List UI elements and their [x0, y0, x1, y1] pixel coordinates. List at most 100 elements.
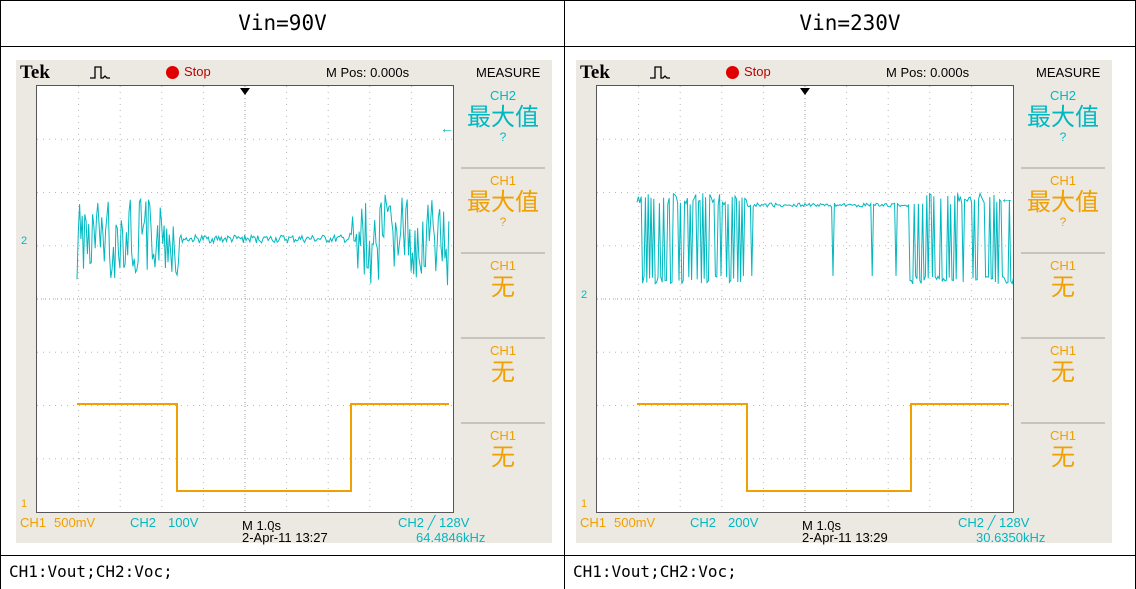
- measure-value: ?: [499, 130, 507, 144]
- ch1-label: CH1: [20, 515, 47, 530]
- waveform-svg: [597, 86, 1031, 512]
- measure-channel: CH1: [489, 343, 516, 358]
- measure-value: ?: [1059, 215, 1067, 229]
- menu-title: MEASURE: [476, 65, 541, 80]
- measure-separator: [461, 422, 545, 424]
- horizontal-position: M Pos: 0.000s: [326, 65, 410, 80]
- ch2-label: CH2: [130, 515, 157, 530]
- measure-separator: [461, 337, 545, 339]
- measure-type: 最大值: [467, 103, 539, 131]
- trigger-position-icon: [240, 88, 250, 95]
- measure-value: ?: [1059, 130, 1067, 144]
- measure-separator: [1021, 337, 1105, 339]
- measure-type: 最大值: [1027, 188, 1099, 216]
- trigger-level-icon: ←: [440, 120, 454, 136]
- measure-type: 最大值: [467, 188, 539, 216]
- measure-separator: [461, 252, 545, 254]
- measure-slot[interactable]: CH1 无: [1017, 258, 1109, 302]
- menu-title: MEASURE: [1036, 65, 1101, 80]
- measure-slot[interactable]: CH1 最大值?: [457, 173, 549, 229]
- oscilloscope-left: Tek Stop M Pos: 0.000s MEASURE 2 1 ← CH2 最大值? CH1…: [16, 60, 552, 545]
- trigger-frequency: 64.4846kHz: [416, 530, 486, 545]
- table-border-left: [0, 0, 1, 589]
- measure-separator: [1021, 422, 1105, 424]
- tek-logo: Tek: [580, 62, 610, 83]
- measure-channel: CH1: [489, 428, 516, 443]
- measure-slot[interactable]: CH2 最大值?: [1017, 88, 1109, 144]
- measure-menu: CH2 最大值? CH1 最大值? CH1 无 CH1 无 CH1 无: [1017, 85, 1109, 513]
- timebase: M 1.0ฺs: [802, 518, 842, 533]
- caption-right: CH1:Vout;CH2:Voc;: [573, 562, 737, 581]
- measure-type: 无: [1051, 443, 1075, 471]
- measure-slot[interactable]: CH2 最大值?: [457, 88, 549, 144]
- ch2-scale: 100V: [168, 515, 199, 530]
- trigger-level-icon: ←: [1000, 190, 1014, 206]
- measure-channel: CH1: [1049, 258, 1076, 273]
- table-rule-footer: [0, 555, 1136, 556]
- stop-indicator-icon: [166, 66, 179, 79]
- table-rule-header: [0, 46, 1136, 47]
- trigger-setting: CH2 ╱ 128V: [958, 515, 1030, 530]
- trigger-position-icon: [800, 88, 810, 95]
- measure-channel: CH1: [489, 258, 516, 273]
- measure-type: 最大值: [1027, 103, 1099, 131]
- measure-slot[interactable]: CH1 最大值?: [1017, 173, 1109, 229]
- measure-slot[interactable]: CH1 无: [457, 343, 549, 387]
- measure-channel: CH2: [489, 88, 516, 103]
- ch1-trace: [77, 403, 449, 492]
- header-left: Vin=90V: [238, 11, 327, 35]
- acquisition-state: Stop: [184, 64, 211, 79]
- ch1-label: CH1: [580, 515, 607, 530]
- tek-logo: Tek: [20, 62, 50, 83]
- measure-channel: CH1: [489, 173, 516, 188]
- timestamp: 2-Apr-11 13:27: [242, 530, 328, 545]
- table-divider: [564, 0, 565, 589]
- caption-left: CH1:Vout;CH2:Voc;: [9, 562, 173, 581]
- measure-separator: [1021, 167, 1105, 169]
- measure-channel: CH1: [1049, 428, 1076, 443]
- measure-channel: CH1: [1049, 173, 1076, 188]
- waveform-display: [36, 85, 454, 513]
- measure-menu: CH2 最大值? CH1 最大值? CH1 无 CH1 无 CH1 无: [457, 85, 549, 513]
- acquisition-state: Stop: [744, 64, 771, 79]
- table-border-top: [0, 0, 1136, 1]
- measure-slot[interactable]: CH1 无: [457, 258, 549, 302]
- measure-type: 无: [1051, 273, 1075, 301]
- measure-channel: CH2: [1049, 88, 1076, 103]
- ch2-trace: [636, 191, 1031, 285]
- ch1-ground-marker: 1: [21, 498, 28, 510]
- ch2-scale: 200V: [728, 515, 759, 530]
- waveform-svg: [37, 86, 453, 512]
- ch1-ground-marker: 1: [581, 498, 588, 510]
- measure-value: ?: [499, 215, 507, 229]
- trigger-setting: CH2 ╱ 128V: [398, 515, 470, 530]
- timestamp: 2-Apr-11 13:29: [802, 530, 888, 545]
- trigger-mode-icon: [89, 64, 111, 80]
- ch2-ground-marker: 2: [21, 235, 28, 247]
- measure-slot[interactable]: CH1 无: [1017, 343, 1109, 387]
- header-right: Vin=230V: [799, 11, 901, 35]
- measure-type: 无: [491, 358, 515, 386]
- trigger-mode-icon: [649, 64, 671, 80]
- waveform-display: [596, 85, 1031, 513]
- measure-slot[interactable]: CH1 无: [457, 428, 549, 472]
- timebase: M 1.0ฺs: [242, 518, 282, 533]
- ch2-ground-marker: 2: [581, 289, 588, 301]
- stop-indicator-icon: [726, 66, 739, 79]
- ch1-scale: 500mV: [54, 515, 96, 530]
- ch1-trace: [637, 403, 1009, 492]
- measure-slot[interactable]: CH1 无: [1017, 428, 1109, 472]
- ch2-label: CH2: [690, 515, 717, 530]
- measure-separator: [461, 167, 545, 169]
- measure-type: 无: [491, 443, 515, 471]
- oscilloscope-right: Tek Stop M Pos: 0.000s MEASURE 2 1 ← CH2 最大值? CH1…: [576, 60, 1112, 545]
- ch2-trace: [76, 194, 450, 286]
- trigger-frequency: 30.6350kHz: [976, 530, 1046, 545]
- horizontal-position: M Pos: 0.000s: [886, 65, 970, 80]
- measure-separator: [1021, 252, 1105, 254]
- measure-type: 无: [1051, 358, 1075, 386]
- measure-channel: CH1: [1049, 343, 1076, 358]
- measure-type: 无: [491, 273, 515, 301]
- ch1-scale: 500mV: [614, 515, 656, 530]
